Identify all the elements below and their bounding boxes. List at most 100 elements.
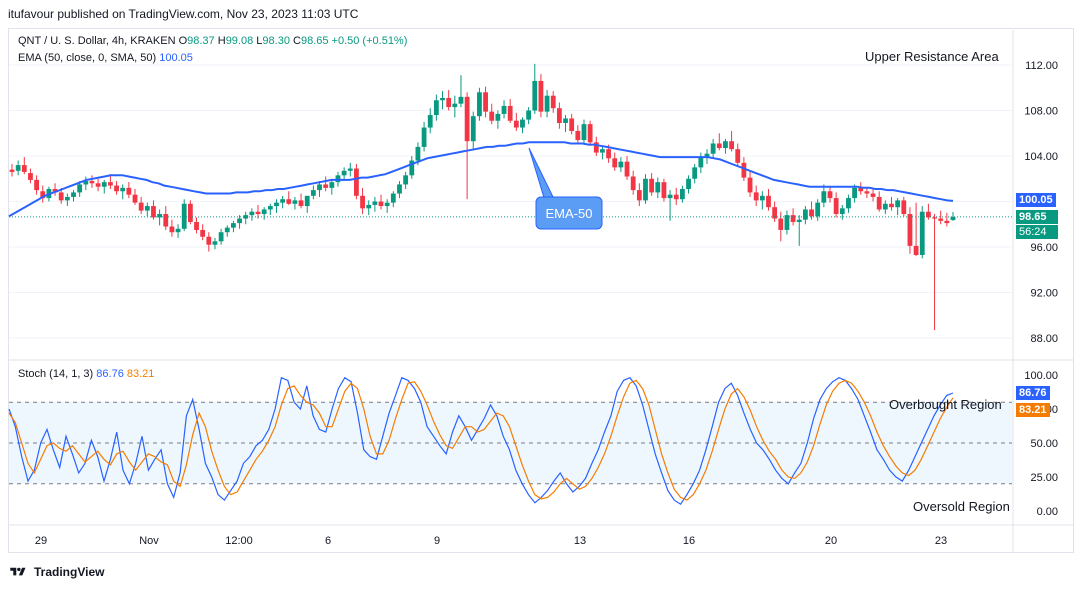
candle-body	[433, 100, 439, 116]
ema-callout-text: EMA-50	[546, 206, 593, 221]
publisher-text: itufavour published on TradingView.com, …	[8, 7, 359, 21]
candle-body	[821, 191, 827, 203]
candle-body	[667, 194, 673, 199]
candle-body	[630, 176, 636, 191]
candle-body	[938, 218, 944, 221]
candle-body	[704, 153, 710, 158]
candle-body	[483, 92, 488, 112]
price-legend: QNT / U. S. Dollar, 4h, KRAKEN O98.37 H9…	[18, 35, 407, 47]
time-tick-label: 13	[574, 535, 586, 547]
oversold-label: Oversold Region	[913, 499, 1010, 514]
symbol-label[interactable]: QNT / U. S. Dollar, 4h, KRAKEN	[18, 35, 176, 47]
candle-body	[58, 192, 64, 201]
price-tick-label: 96.00	[1030, 242, 1058, 254]
candle-body	[175, 228, 181, 233]
ema-legend[interactable]: EMA (50, close, 0, SMA, 50) 100.05	[18, 52, 193, 64]
change-value: +0.50 (+0.51%)	[331, 35, 408, 47]
candle-body	[581, 124, 587, 141]
candle-body	[403, 175, 409, 185]
candle-body	[477, 92, 482, 117]
candle-body	[249, 211, 255, 216]
candle-body	[28, 173, 33, 180]
candle-body	[925, 211, 931, 218]
header-bar: itufavour published on TradingView.com, …	[0, 0, 1080, 28]
candle-body	[882, 203, 888, 210]
candle-body	[126, 187, 132, 195]
candle-body	[864, 191, 870, 194]
candle-body	[513, 120, 519, 128]
candle-body	[526, 110, 532, 120]
candle-body	[575, 130, 581, 141]
candle-body	[163, 214, 169, 227]
candle-body	[200, 229, 206, 237]
candle-body	[495, 113, 501, 121]
footer-brand[interactable]: TradingView	[34, 565, 105, 579]
candle-body	[661, 182, 667, 199]
candle-body	[323, 184, 329, 188]
candle-body	[809, 209, 814, 217]
candle-body	[397, 184, 402, 194]
candle-body	[292, 200, 298, 204]
price-tick-label: 112.00	[1025, 60, 1058, 72]
ema-callout: EMA-50	[528, 147, 603, 230]
candle-body	[101, 182, 107, 187]
time-tick-label: 16	[683, 535, 695, 547]
candle-body	[280, 199, 286, 203]
candle-body	[919, 211, 925, 255]
candle-body	[329, 182, 335, 188]
candle-body	[470, 116, 476, 142]
time-tick-label: 6	[325, 535, 331, 547]
candle-body	[224, 227, 230, 233]
candle-body	[686, 178, 691, 189]
candle-body	[563, 118, 568, 124]
candle-body	[144, 206, 150, 211]
time-tick-label: 9	[434, 535, 440, 547]
candle-body	[255, 211, 261, 215]
candle-body	[77, 184, 83, 193]
candle-body	[489, 111, 495, 121]
candle-body	[21, 165, 27, 172]
candle-body	[64, 196, 70, 201]
price-tick-label: 92.00	[1030, 288, 1058, 300]
stoch-tick-label: 100.00	[1024, 370, 1058, 382]
candle-body	[181, 203, 187, 229]
candle-body	[790, 215, 796, 222]
candle-body	[532, 80, 538, 111]
candle-body	[827, 191, 833, 199]
candle-body	[643, 178, 648, 201]
stoch-k-tag: 86.76	[1016, 386, 1050, 400]
candle-body	[446, 97, 452, 108]
candle-body	[415, 146, 421, 161]
candle-body	[913, 245, 919, 255]
candle-body	[286, 199, 292, 204]
candle-body	[520, 119, 525, 128]
candle-body	[766, 195, 771, 208]
candle-body	[341, 170, 347, 176]
candle-body	[458, 96, 464, 104]
stoch-legend[interactable]: Stoch (14, 1, 3) 86.76 83.21	[18, 368, 154, 380]
chart-canvas[interactable]: 112.00 108.00 104.00 96.00 92.00 88.00 EMA-50 1…	[0, 0, 1080, 560]
stoch-band	[9, 402, 1012, 484]
candle-body	[876, 196, 882, 210]
high-value: 99.08	[225, 35, 254, 47]
candle-body	[673, 194, 679, 200]
candle-body	[421, 127, 427, 147]
time-tick-label: 20	[825, 535, 837, 547]
ema-legend-label: EMA (50, close, 0, SMA, 50)	[18, 52, 157, 64]
candle-body	[889, 203, 894, 208]
low-label: L	[256, 35, 263, 47]
candle-body	[796, 219, 802, 222]
candle-body	[15, 165, 21, 171]
candle-body	[556, 108, 562, 124]
open-value: 98.37	[187, 35, 215, 47]
candle-body	[52, 188, 58, 193]
candle-body	[34, 179, 40, 191]
candle-body	[409, 160, 415, 176]
candle-body	[723, 141, 728, 149]
candle-body	[753, 192, 759, 201]
ema-legend-value: 100.05	[159, 52, 193, 64]
candle-body	[267, 206, 273, 210]
candle-body	[747, 177, 753, 193]
candle-body	[304, 195, 310, 207]
